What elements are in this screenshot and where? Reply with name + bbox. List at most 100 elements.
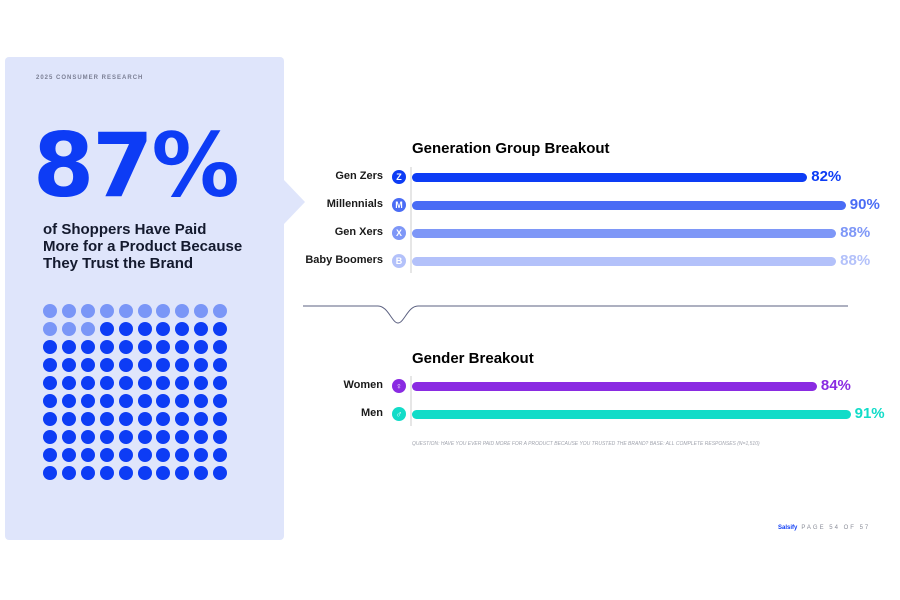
dot (175, 412, 190, 426)
bar (412, 257, 837, 266)
dot (118, 322, 133, 336)
dot (194, 340, 209, 354)
category-label: Baby Boomers (305, 254, 383, 266)
dot (43, 358, 57, 372)
dot (213, 304, 228, 318)
dot (80, 394, 95, 408)
dot (61, 304, 76, 318)
men-icon: ♂ (392, 407, 406, 421)
dot (156, 394, 171, 408)
dot (137, 340, 152, 354)
dot (175, 376, 190, 390)
dot (213, 358, 228, 372)
dot (61, 466, 76, 480)
dot (137, 412, 152, 426)
dot (99, 340, 114, 354)
dot (175, 466, 190, 480)
dot (61, 358, 76, 372)
dot (156, 412, 171, 426)
dot (137, 448, 152, 462)
dot (80, 304, 95, 318)
dot (156, 448, 171, 462)
dot (80, 412, 95, 426)
dot (137, 358, 152, 372)
dot (194, 376, 209, 390)
chart-title: Generation Group Breakout (412, 140, 610, 157)
dot (194, 394, 209, 408)
bar (412, 173, 808, 182)
millennials-icon: M (392, 198, 406, 212)
dot (137, 394, 152, 408)
dot (61, 376, 76, 390)
dot (194, 412, 209, 426)
gen-zers-icon: Z (392, 170, 406, 184)
baby-boomers-icon: B (392, 254, 406, 268)
dot (43, 394, 57, 408)
category-label: Millennials (326, 198, 383, 210)
dot (43, 412, 57, 426)
dot (118, 448, 133, 462)
panel-pointer (284, 180, 305, 224)
dot (99, 304, 114, 318)
bar (412, 201, 846, 210)
dot (43, 376, 57, 390)
dot (80, 358, 95, 372)
category-label: Gen Xers (334, 226, 383, 238)
dot (156, 322, 171, 336)
dot (194, 448, 209, 462)
dot (175, 358, 190, 372)
value-label: 91% (854, 405, 885, 422)
dot (213, 412, 228, 426)
dot (175, 322, 190, 336)
dot (156, 430, 171, 444)
dot (99, 358, 114, 372)
dot (80, 430, 95, 444)
dot (99, 430, 114, 444)
dot (137, 376, 152, 390)
dot (99, 322, 114, 336)
value-label: 88% (840, 252, 871, 269)
dot (175, 304, 190, 318)
dot (213, 340, 228, 354)
dot (156, 466, 171, 480)
dot (43, 322, 57, 336)
women-icon: ♀ (392, 379, 406, 393)
dot (80, 448, 95, 462)
dot (156, 304, 171, 318)
dot (43, 448, 57, 462)
dot (194, 466, 209, 480)
dot (194, 358, 209, 372)
dot (61, 340, 76, 354)
dot (156, 358, 171, 372)
dot (61, 322, 76, 336)
dot (213, 466, 228, 480)
bar (412, 229, 837, 238)
value-label: 88% (840, 224, 871, 241)
axis-line (410, 167, 412, 273)
dot (43, 304, 57, 318)
dot (118, 466, 133, 480)
dot (61, 448, 76, 462)
dot (99, 412, 114, 426)
bar (412, 410, 851, 419)
dot (118, 340, 133, 354)
eyebrow: 2025 CONSUMER RESEARCH (36, 75, 144, 81)
dot (156, 376, 171, 390)
dot (137, 466, 152, 480)
dot (213, 394, 228, 408)
dot (213, 322, 228, 336)
gen-xers-icon: X (392, 226, 406, 240)
dot (99, 448, 114, 462)
dot (137, 322, 152, 336)
dot (213, 430, 228, 444)
value-label: 90% (849, 196, 880, 213)
dot (175, 448, 190, 462)
chart-title: Gender Breakout (412, 350, 534, 367)
dot (43, 430, 57, 444)
dot (80, 340, 95, 354)
dot (61, 394, 76, 408)
brand-logo: Salsify (778, 525, 798, 531)
dot (213, 376, 228, 390)
dot (175, 430, 190, 444)
